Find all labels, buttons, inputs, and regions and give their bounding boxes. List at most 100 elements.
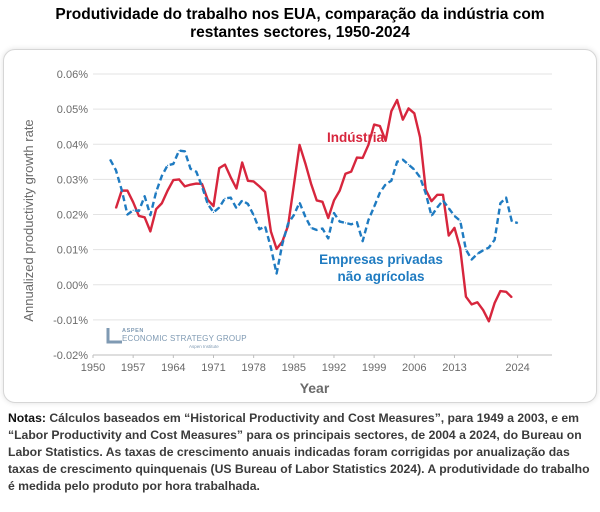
data-point <box>448 234 450 237</box>
nonfarm-business-points <box>109 149 519 275</box>
data-point <box>184 185 186 187</box>
data-point <box>476 301 479 303</box>
data-point <box>144 195 146 197</box>
data-point <box>448 207 450 209</box>
data-point <box>224 197 226 199</box>
data-point <box>339 190 341 192</box>
data-point <box>172 179 174 181</box>
data-point <box>499 202 501 204</box>
data-point <box>459 220 461 222</box>
data-point <box>471 258 473 261</box>
data-point <box>430 215 433 217</box>
data-point <box>425 192 427 195</box>
data-point <box>442 194 444 196</box>
data-point <box>436 194 438 196</box>
x-tick-label: 1985 <box>282 362 306 374</box>
data-point <box>241 199 243 202</box>
x-tick-label: 1971 <box>201 362 225 374</box>
logo-line2: ECONOMIC STRATEGY GROUP <box>122 334 247 343</box>
data-point <box>212 205 215 207</box>
y-tick-label: -0.02% <box>53 350 88 362</box>
data-point <box>189 184 192 186</box>
data-point <box>166 190 169 192</box>
y-tick-label: 0.00% <box>57 280 88 292</box>
data-point <box>172 163 174 165</box>
data-point <box>390 180 392 182</box>
data-point <box>258 185 260 187</box>
data-point <box>281 243 283 245</box>
data-point <box>247 203 249 205</box>
data-point <box>385 140 387 142</box>
x-tick-label: 1978 <box>241 362 265 374</box>
data-point <box>253 214 255 216</box>
data-point <box>253 180 255 183</box>
annotations: Indústria Empresas privadas não agrícolas <box>319 130 443 284</box>
y-tick-label: 0.04% <box>57 139 88 151</box>
data-point <box>276 248 278 250</box>
data-point <box>264 225 266 228</box>
data-point <box>459 247 461 249</box>
data-point <box>270 230 272 232</box>
grid-lines <box>93 73 552 356</box>
data-point <box>494 302 496 304</box>
data-point <box>482 249 484 251</box>
data-point <box>138 210 140 212</box>
y-tick-label: 0.03% <box>57 174 88 186</box>
data-point <box>505 197 507 199</box>
industry-series-line <box>114 98 513 323</box>
data-point <box>350 171 352 173</box>
data-point <box>488 246 490 249</box>
data-point <box>115 169 117 171</box>
data-point <box>230 176 232 178</box>
data-point <box>293 185 295 187</box>
data-point <box>413 168 415 171</box>
data-point <box>373 123 375 126</box>
x-tick-label: 1992 <box>322 362 346 374</box>
logo-line3: Aspen Institute <box>189 344 219 349</box>
data-point <box>356 156 358 159</box>
line-chart: -0.02% -0.01% 0.00% 0.01% 0.02% 0.03% 0.04% 0.0… <box>21 69 552 396</box>
data-point <box>511 296 513 298</box>
data-point <box>195 182 197 185</box>
data-point <box>402 159 404 161</box>
data-point <box>321 227 324 230</box>
data-point <box>270 246 272 249</box>
data-point <box>344 173 347 175</box>
data-point <box>149 230 151 232</box>
data-point <box>264 191 266 193</box>
data-point <box>339 220 341 223</box>
data-point <box>304 162 306 164</box>
x-tick-label: 1950 <box>81 362 105 374</box>
data-point <box>407 107 410 110</box>
data-point <box>430 200 433 202</box>
data-point <box>155 208 157 210</box>
data-point <box>155 191 157 193</box>
data-point <box>316 229 318 231</box>
data-point <box>385 183 387 185</box>
data-point <box>287 223 289 225</box>
data-point <box>212 211 215 213</box>
data-point <box>241 161 243 164</box>
data-point <box>465 296 467 298</box>
data-point <box>178 149 180 152</box>
data-point <box>419 136 421 138</box>
data-point <box>207 203 209 205</box>
data-point <box>367 219 369 221</box>
data-point <box>149 214 151 216</box>
data-point <box>453 215 456 217</box>
data-point <box>247 180 249 182</box>
data-point <box>310 227 312 229</box>
data-point <box>327 237 329 239</box>
notes-label: Notas: <box>8 411 46 425</box>
data-point <box>144 216 146 218</box>
data-point <box>327 217 329 219</box>
y-axis-title: Annualized productivity growth rate <box>21 119 36 321</box>
data-point <box>178 178 180 180</box>
data-point <box>276 272 278 275</box>
data-point <box>218 206 220 209</box>
data-point <box>499 290 501 292</box>
data-point <box>350 223 352 225</box>
data-point <box>201 185 203 187</box>
data-point <box>126 190 129 192</box>
data-point <box>367 144 369 146</box>
